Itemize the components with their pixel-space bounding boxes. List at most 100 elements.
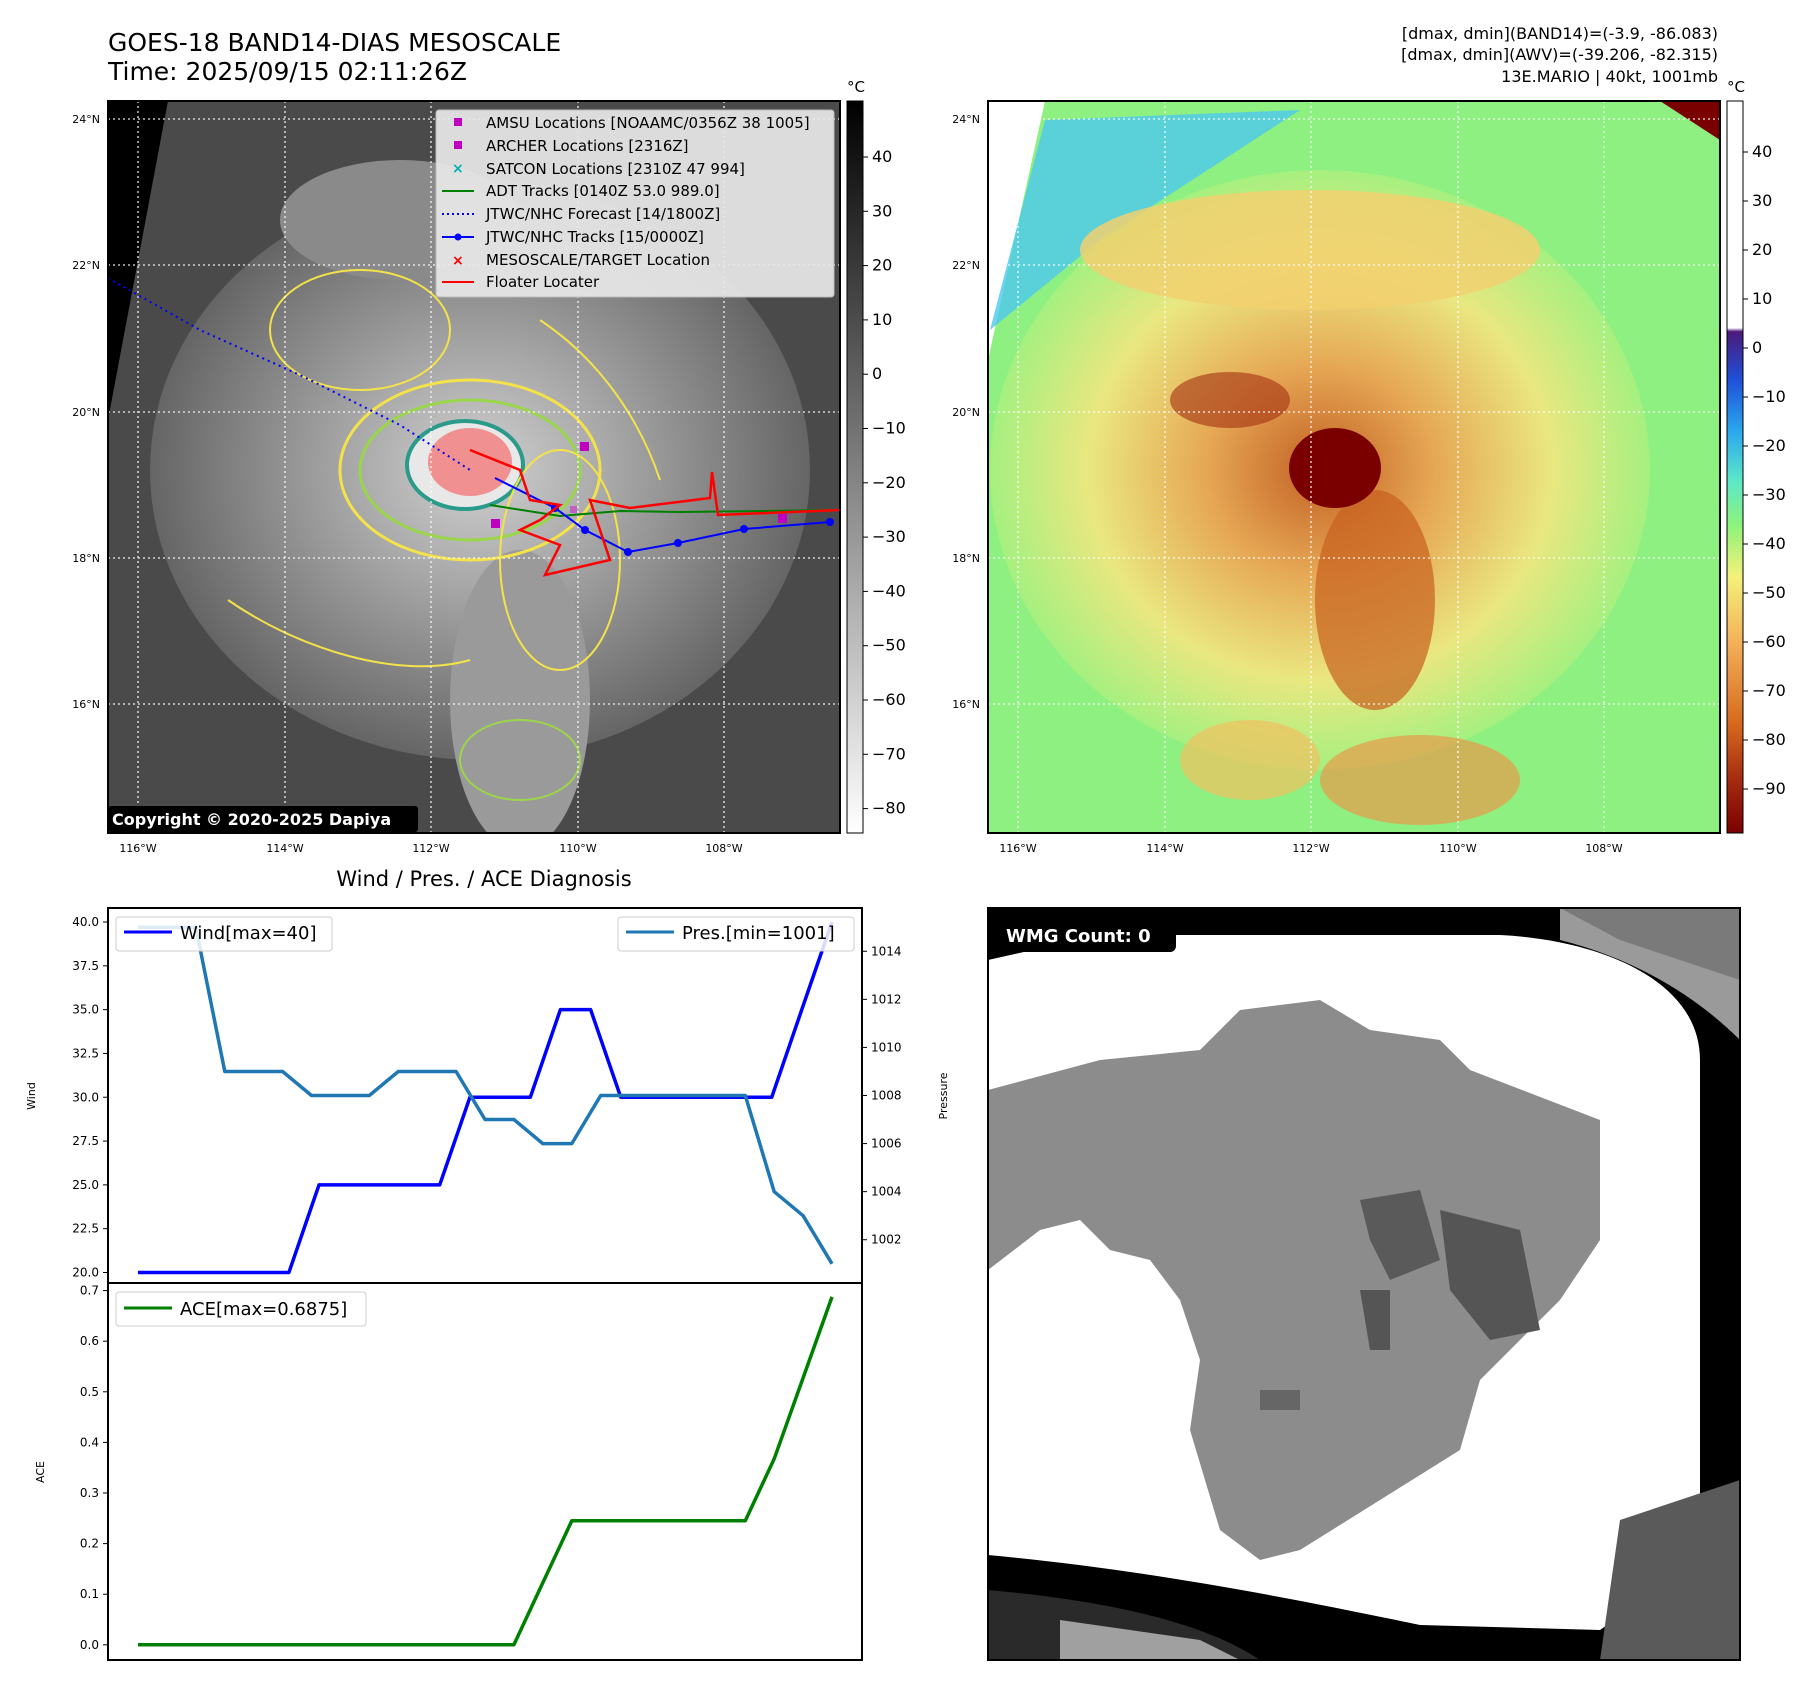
- lon-label: 116°W: [119, 842, 156, 855]
- y-tick-label: 20.0: [72, 1265, 99, 1279]
- awv-colorbar-ticks: 40 30 20 10 0 −10 −20 −30 −40 −50 −60 −70 −80 −90: [1743, 142, 1786, 798]
- pressure-legend: Pres.[min=1001]: [617, 916, 855, 952]
- lon-label: 108°W: [705, 842, 742, 855]
- series-line: [138, 921, 834, 1275]
- y-tick-label: 1006: [871, 1137, 902, 1151]
- legend-amsu-marker: [454, 118, 462, 126]
- colorbar-tick-label: 20: [872, 256, 892, 275]
- colorbar-tick-label: 0: [872, 364, 882, 383]
- storm-info: 13E.MARIO | 40kt, 1001mb: [1501, 67, 1718, 86]
- y-tick-label: 32.5: [72, 1046, 99, 1060]
- wind-legend-label: Wind[max=40]: [180, 923, 317, 944]
- ace-ylabel: ACE: [34, 1461, 47, 1483]
- colorbar-tick-label: −70: [872, 744, 906, 763]
- lat-label: 16°N: [952, 698, 980, 711]
- colorbar-tick-label: 30: [1752, 191, 1772, 210]
- awv-stats: [dmax, dmin](AWV)=(-39.206, -82.315): [1401, 45, 1718, 64]
- y-tick-label: 0.4: [80, 1435, 99, 1449]
- colorbar-tick-label: −60: [872, 690, 906, 709]
- y-tick-label: 1012: [871, 992, 902, 1006]
- lat-label: 18°N: [72, 552, 100, 565]
- colorbar-tick-label: −50: [1752, 583, 1786, 602]
- lat-label: 16°N: [72, 698, 100, 711]
- awv-colorbar-unit: °C: [1727, 78, 1745, 96]
- figure-time: Time: 2025/09/15 02:11:26Z: [107, 57, 467, 86]
- lon-label: 108°W: [1585, 842, 1622, 855]
- legend-tracks-label: JTWC/NHC Tracks [15/0000Z]: [485, 228, 704, 246]
- colorbar-tick-label: −60: [1752, 632, 1786, 651]
- figure-title: GOES-18 BAND14-DIAS MESOSCALE: [108, 28, 561, 57]
- lon-label: 112°W: [412, 842, 449, 855]
- ir-legend: AMSU Locations [NOAAMC/0356Z 38 1005] AR…: [435, 109, 835, 298]
- colorbar-tick-label: −90: [1752, 779, 1786, 798]
- y-tick-label: 0.3: [80, 1486, 99, 1500]
- y-tick-label: 0.5: [80, 1385, 99, 1399]
- lon-label: 112°W: [1292, 842, 1329, 855]
- wmg-panel: WMG Count: 0: [987, 907, 1741, 1661]
- y-tick-label: 35.0: [72, 1003, 99, 1017]
- y-tick-label: 27.5: [72, 1134, 99, 1148]
- wind-ylabel: Wind: [25, 1082, 38, 1110]
- wmg-count: WMG Count: 0: [1006, 926, 1151, 947]
- legend-satcon-marker: ×: [452, 161, 464, 177]
- ir-colorbar-unit: °C: [847, 78, 865, 96]
- y-tick-label: 30.0: [72, 1090, 99, 1104]
- lon-label: 114°W: [266, 842, 303, 855]
- ir-map-panel: Copyright © 2020-2025 Dapiya AMSU Locati…: [107, 78, 906, 834]
- awv-map-panel: °C 40 30 20 10 0 −10 −20 −30 −40 −50 −60 −70 −80 −90: [987, 78, 1786, 834]
- colorbar-tick-label: −50: [872, 636, 906, 655]
- colorbar-tick-label: −30: [1752, 485, 1786, 504]
- legend-satcon-label: SATCON Locations [2310Z 47 994]: [486, 160, 745, 178]
- y-tick-label: 0.6: [80, 1334, 99, 1348]
- lat-label: 18°N: [952, 552, 980, 565]
- ir-colorbar: [846, 100, 864, 834]
- band14-stats: [dmax, dmin](BAND14)=(-3.9, -86.083): [1402, 24, 1718, 43]
- awv-colorbar: [1726, 100, 1744, 834]
- y-tick-label: 22.5: [72, 1222, 99, 1236]
- wind-pressure-axes: [107, 907, 863, 1284]
- lat-label: 22°N: [72, 259, 100, 272]
- y-tick-label: 0.2: [80, 1537, 99, 1551]
- colorbar-tick-label: −20: [1752, 436, 1786, 455]
- y-tick-label: 0.1: [80, 1587, 99, 1601]
- colorbar-tick-label: 40: [872, 147, 892, 166]
- colorbar-tick-label: −80: [872, 799, 906, 818]
- y-tick-label: 1002: [871, 1233, 902, 1247]
- lon-label: 110°W: [559, 842, 596, 855]
- series-line: [138, 925, 834, 1265]
- colorbar-tick-label: 0: [1752, 338, 1762, 357]
- legend-adt-label: ADT Tracks [0140Z 53.0 989.0]: [486, 182, 720, 200]
- colorbar-tick-label: −70: [1752, 681, 1786, 700]
- lon-label: 110°W: [1439, 842, 1476, 855]
- y-tick-label: 40.0: [72, 915, 99, 929]
- colorbar-tick-label: −80: [1752, 730, 1786, 749]
- y-tick-label: 1014: [871, 944, 902, 958]
- lat-label: 24°N: [952, 113, 980, 126]
- y-tick-label: 37.5: [72, 959, 99, 973]
- wind-legend: Wind[max=40]: [115, 916, 333, 952]
- legend-amsu-label: AMSU Locations [NOAAMC/0356Z 38 1005]: [486, 114, 810, 132]
- y-tick-label: 1004: [871, 1185, 902, 1199]
- colorbar-tick-label: 30: [872, 201, 892, 220]
- colorbar-tick-label: 10: [1752, 289, 1772, 308]
- chart-marks: 40.0 37.5 35.0 32.5 30.0 27.5 25.0 22.5 20.0 1014…: [72, 915, 901, 1652]
- colorbar-tick-label: 10: [872, 310, 892, 329]
- diagnosis-chart: Wind / Pres. / ACE Diagnosis Wind Pressu…: [25, 867, 950, 1661]
- lat-label: 22°N: [952, 259, 980, 272]
- lon-label: 114°W: [1146, 842, 1183, 855]
- chart-title: Wind / Pres. / ACE Diagnosis: [336, 867, 631, 891]
- lat-label: 20°N: [952, 406, 980, 419]
- ace-legend-label: ACE[max=0.6875]: [180, 1299, 347, 1320]
- colorbar-tick-label: −40: [1752, 534, 1786, 553]
- legend-archer-label: ARCHER Locations [2316Z]: [486, 137, 689, 155]
- colorbar-tick-label: −10: [1752, 387, 1786, 406]
- colorbar-tick-label: −40: [872, 581, 906, 600]
- copyright-text: Copyright © 2020-2025 Dapiya: [112, 810, 391, 829]
- colorbar-tick-label: −20: [872, 473, 906, 492]
- legend-archer-marker: [454, 141, 462, 149]
- y-tick-label: 1010: [871, 1040, 902, 1054]
- ace-axes: [107, 1282, 863, 1661]
- y-tick-label: 0.0: [80, 1638, 99, 1652]
- lon-label: 116°W: [999, 842, 1036, 855]
